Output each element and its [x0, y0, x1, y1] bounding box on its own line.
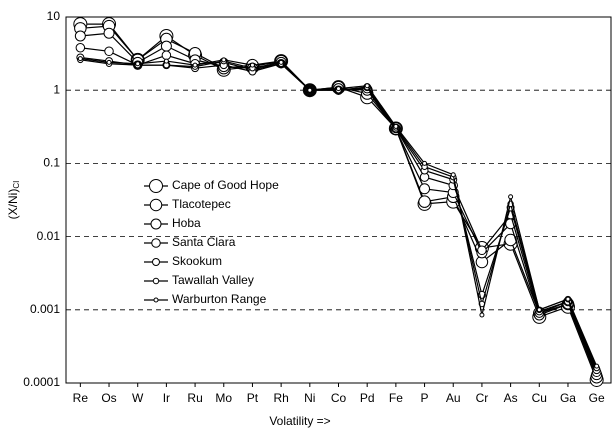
data-point [419, 183, 431, 195]
series-line [80, 58, 598, 367]
legend-marker [149, 198, 163, 212]
data-point [135, 61, 141, 67]
data-point [161, 50, 172, 61]
legend-marker [150, 218, 162, 230]
x-tick-label: Re [73, 391, 89, 405]
x-tick-label: Ru [187, 391, 202, 405]
x-tick-label: P [421, 391, 429, 405]
x-tick-label: Ir [163, 391, 170, 405]
x-tick-label: Fe [389, 391, 403, 405]
data-point [106, 59, 112, 65]
data-point [393, 123, 399, 129]
series [77, 56, 600, 372]
legend-item: Tlacotepec [144, 197, 231, 212]
data-point [594, 363, 600, 369]
data-point [450, 172, 456, 178]
data-point [278, 59, 284, 65]
x-axis-label: Volatility => [269, 414, 330, 428]
y-tick-label: 0.01 [37, 229, 61, 243]
data-point [565, 296, 571, 302]
data-point [104, 46, 114, 57]
legend-item: Cape of Good Hope [144, 178, 279, 193]
series-line [80, 56, 598, 371]
legend-item: Santa Clara [144, 235, 236, 249]
data-point [307, 87, 313, 93]
legend-marker [151, 238, 161, 248]
legend-label: Cape of Good Hope [172, 178, 279, 192]
data-point [508, 194, 514, 200]
y-tick-label: 10 [47, 9, 61, 23]
y-axis-label-sub: CI [12, 181, 21, 189]
data-point [221, 57, 227, 63]
data-point [418, 195, 431, 208]
x-tick-label: As [504, 391, 518, 405]
legend-item: Hoba [144, 216, 201, 230]
legend-label: Skookum [172, 254, 222, 268]
legend-marker [153, 297, 159, 303]
x-tick-label: Pd [360, 391, 375, 405]
legend-label: Santa Clara [172, 235, 236, 249]
data-point [336, 86, 341, 92]
data-point [364, 83, 370, 89]
legend-label: Tawallah Valley [172, 273, 254, 287]
x-tick-label: Mo [215, 391, 232, 405]
y-tick-label: 0.001 [30, 302, 60, 316]
legend-marker [152, 258, 160, 266]
x-tick-label: Au [446, 391, 461, 405]
legend-label: Warburton Range [172, 292, 267, 306]
legend-marker [149, 179, 163, 193]
legend-label: Tlacotepec [172, 197, 231, 211]
data-point [536, 307, 542, 313]
legend-marker [152, 277, 160, 285]
data-point [74, 30, 86, 42]
x-tick-label: Pt [247, 391, 259, 405]
series [76, 53, 601, 375]
y-axis-label: (X/Ni)CI [6, 181, 21, 220]
data-point [163, 58, 169, 64]
x-tick-label: Ge [589, 391, 605, 405]
x-tick-label: Rh [273, 391, 288, 405]
data-point [477, 245, 487, 256]
data-point [75, 43, 86, 53]
series-line [80, 59, 598, 369]
y-tick-label: 1 [53, 82, 60, 96]
x-tick-label: Co [331, 391, 347, 405]
data-point [422, 160, 428, 166]
legend-item: Tawallah Valley [144, 273, 254, 287]
data-point [77, 56, 83, 62]
legend-label: Hoba [172, 216, 201, 230]
y-axis-label-main: (X/Ni) [6, 189, 20, 220]
data-point [192, 62, 198, 68]
x-tick-label: Cu [532, 391, 547, 405]
series [77, 56, 600, 369]
x-tick-label: Cr [476, 391, 489, 405]
data-point [249, 62, 255, 68]
plot-frame [65, 16, 612, 384]
x-tick-label: Os [101, 391, 116, 405]
data-point [160, 40, 172, 52]
x-tick-label: Ga [560, 391, 576, 405]
y-tick-label: 0.0001 [23, 375, 60, 389]
x-tick-label: Ni [304, 391, 315, 405]
data-point [504, 233, 517, 247]
legend-item: Skookum [144, 254, 222, 268]
y-tick-label: 0.1 [43, 156, 60, 170]
legend-item: Warburton Range [144, 292, 267, 306]
x-tick-label: W [132, 391, 144, 405]
data-point [479, 312, 485, 318]
data-point [103, 27, 115, 39]
